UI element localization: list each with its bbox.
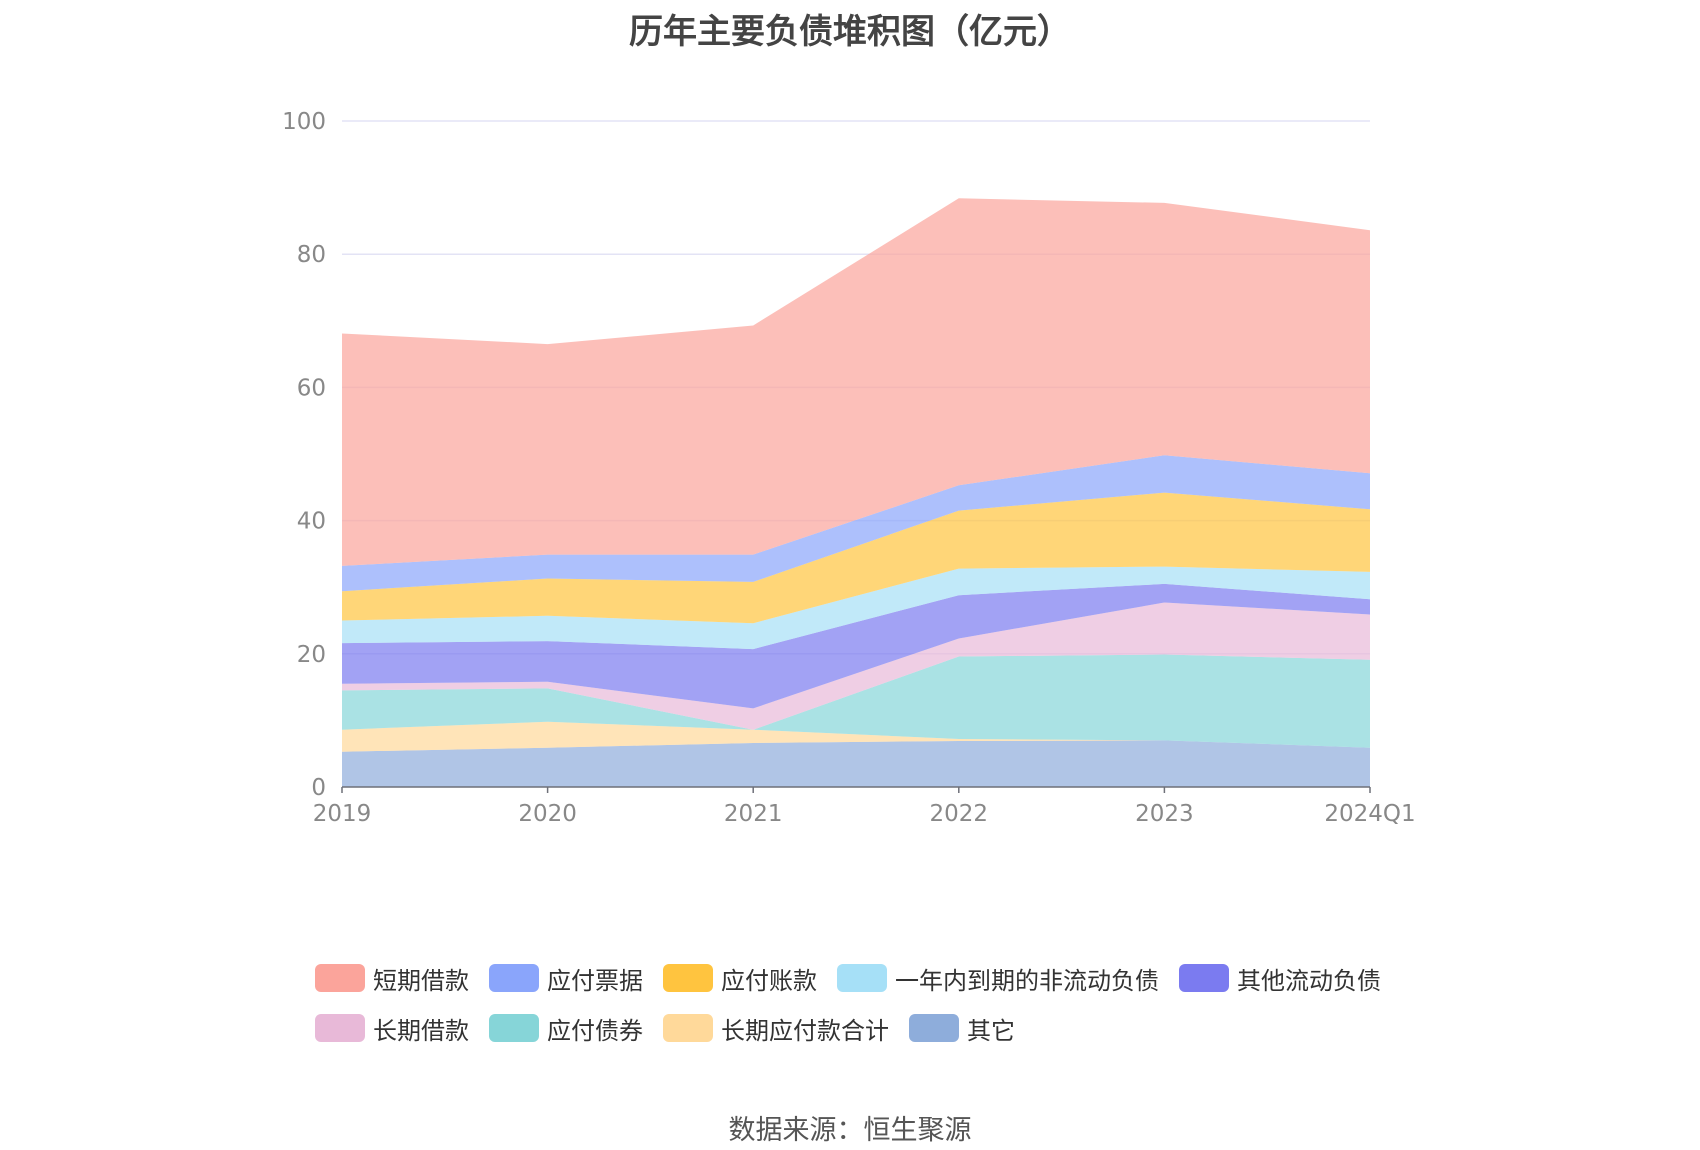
- legend-item[interactable]: 短期借款: [315, 961, 469, 996]
- legend-swatch: [315, 964, 365, 992]
- legend-swatch: [663, 1014, 713, 1042]
- area-series-5: [342, 566, 1370, 650]
- area-series-6: [342, 492, 1370, 624]
- legend-label: 长期应付款合计: [721, 1016, 889, 1045]
- x-tick-label: 2022: [930, 801, 989, 827]
- legend-swatch: [489, 964, 539, 992]
- legend-item[interactable]: 其他流动负债: [1179, 961, 1381, 996]
- x-tick-label: 2021: [724, 801, 783, 827]
- area-series-0: [342, 740, 1370, 787]
- legend-swatch: [837, 964, 887, 992]
- legend-label: 一年内到期的非流动负债: [895, 966, 1159, 995]
- y-tick-label: 20: [297, 642, 326, 668]
- legend-label: 应付票据: [547, 966, 643, 995]
- area-series-4: [342, 583, 1370, 709]
- x-tick-label: 2023: [1135, 801, 1194, 827]
- legend-label: 应付债券: [547, 1016, 643, 1045]
- legend-row: 短期借款 应付票据 应付账款 一年内到期的非流动负债 其他流动负债: [315, 953, 1445, 1003]
- legend-item[interactable]: 应付债券: [489, 1011, 643, 1046]
- legend-swatch: [489, 1014, 539, 1042]
- x-tick-label: 2020: [518, 801, 577, 827]
- area-series-2: [342, 654, 1370, 748]
- legend-swatch: [909, 1014, 959, 1042]
- legend-item[interactable]: 应付票据: [489, 961, 643, 996]
- legend-label: 其它: [967, 1016, 1015, 1045]
- area-series-8: [342, 198, 1370, 566]
- legend-item[interactable]: 长期借款: [315, 1011, 469, 1046]
- y-tick-label: 0: [311, 775, 326, 801]
- y-tick-label: 80: [297, 242, 326, 268]
- y-tick-label: 40: [297, 509, 326, 535]
- legend-swatch: [1179, 964, 1229, 992]
- legend-item[interactable]: 长期应付款合计: [663, 1011, 889, 1046]
- x-tick-label: 2024Q1: [1324, 801, 1415, 827]
- legend-item[interactable]: 一年内到期的非流动负债: [837, 961, 1159, 996]
- area-series-7: [342, 455, 1370, 592]
- legend-swatch: [315, 1014, 365, 1042]
- area-series-3: [342, 602, 1370, 730]
- legend-label: 其他流动负债: [1237, 966, 1381, 995]
- y-tick-label: 100: [282, 109, 326, 135]
- chart-title: 历年主要负债堆积图（亿元）: [629, 12, 1071, 52]
- legend: 短期借款 应付票据 应付账款 一年内到期的非流动负债 其他流动负债长期借款 应付债券 长期应…: [315, 953, 1445, 1053]
- stacked-area-chart: 0 20 40 60 80 100 2019 2020 2021 2022 2023 2024Q1: [282, 109, 1416, 827]
- x-tick-label: 2019: [313, 801, 372, 827]
- legend-swatch: [663, 964, 713, 992]
- legend-item[interactable]: 其它: [909, 1011, 1015, 1046]
- data-source: 数据来源：恒生聚源: [728, 1115, 972, 1146]
- area-series-1: [342, 721, 1370, 752]
- legend-row: 长期借款 应付债券 长期应付款合计 其它: [315, 1003, 1445, 1053]
- legend-label: 长期借款: [373, 1016, 469, 1045]
- legend-label: 应付账款: [721, 966, 817, 995]
- area-series: [342, 198, 1370, 787]
- legend-item[interactable]: 应付账款: [663, 961, 817, 996]
- legend-label: 短期借款: [373, 966, 469, 995]
- y-tick-label: 60: [297, 375, 326, 401]
- axes: 0 20 40 60 80 100 2019 2020 2021 2022 2023 2024Q1: [282, 109, 1416, 827]
